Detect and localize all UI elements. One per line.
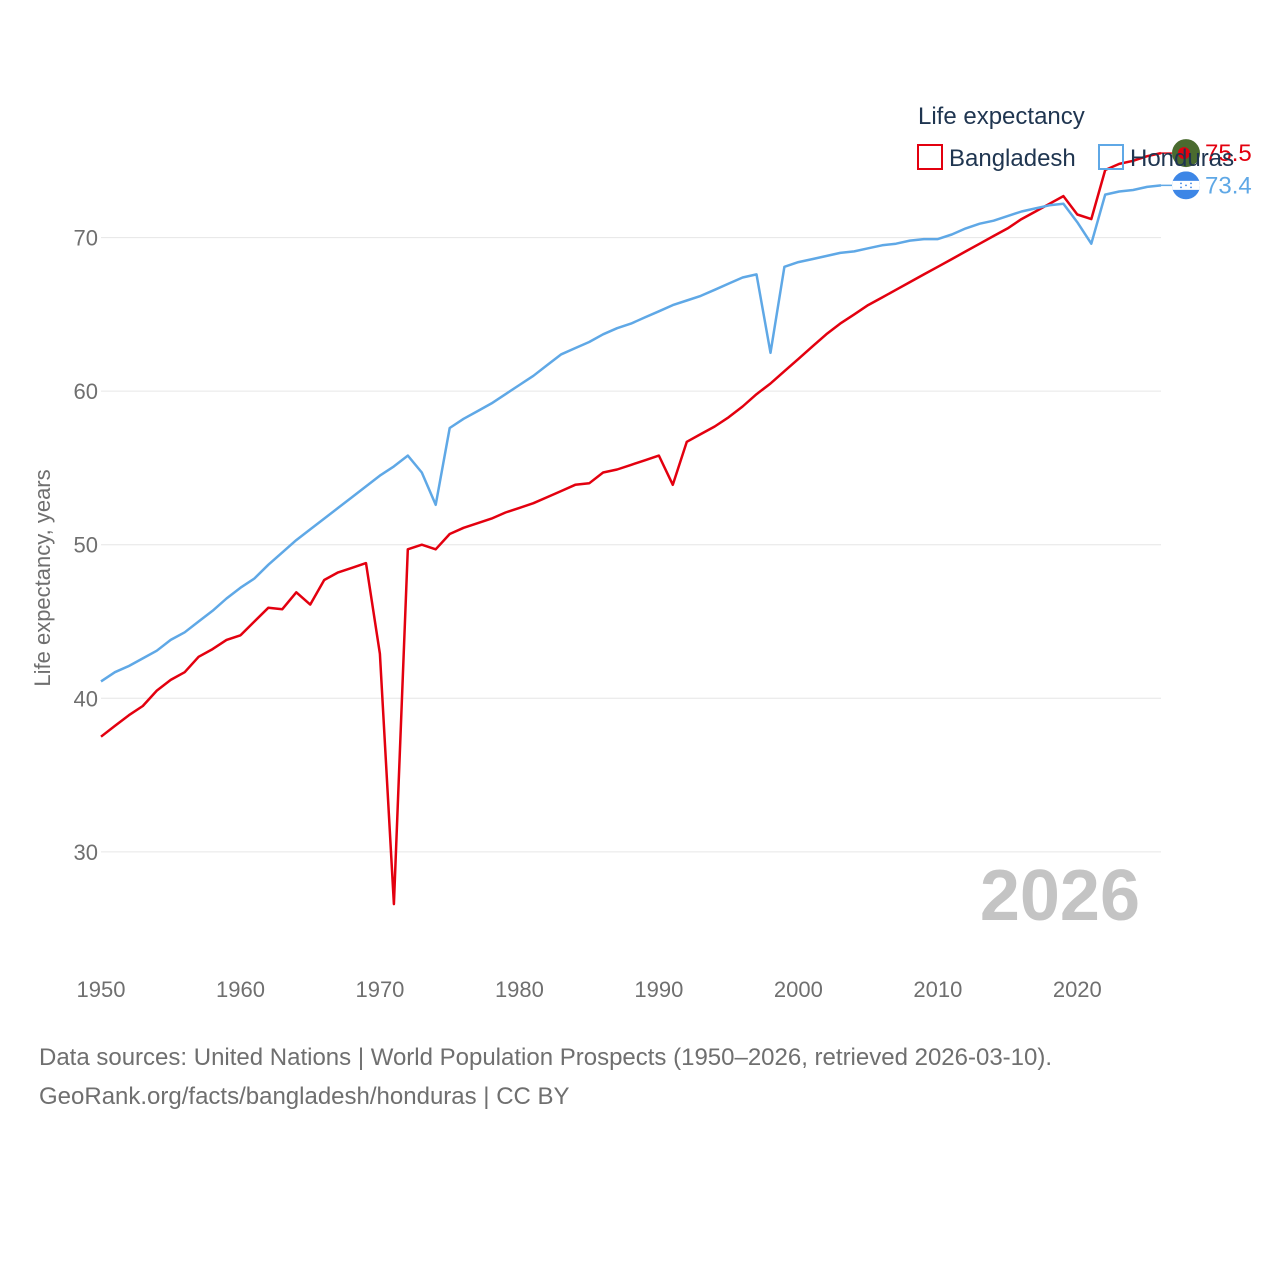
credit-link[interactable]: GeoRank.org/facts/bangladesh/honduras | … xyxy=(39,1083,570,1110)
legend-label-bangladesh: Bangladesh xyxy=(949,145,1076,172)
x-tick-label-1960: 1960 xyxy=(216,977,265,1002)
y-tick-label-30: 30 xyxy=(74,840,98,865)
y-axis-title: Life expectancy, years xyxy=(30,469,55,686)
flag-star-1 xyxy=(1190,182,1192,185)
flag-star-4 xyxy=(1190,186,1192,189)
legend-item-bangladesh[interactable]: Bangladesh xyxy=(917,144,1076,172)
flag-star-3 xyxy=(1180,186,1182,189)
series-line-honduras xyxy=(100,184,1162,683)
y-tick-label-60: 60 xyxy=(74,379,98,404)
honduras-flag-icon xyxy=(1161,171,1200,200)
y-tick-label-50: 50 xyxy=(74,533,98,558)
x-tick-label-2020: 2020 xyxy=(1053,977,1102,1002)
data-sources-text: Data sources: United Nations | World Pop… xyxy=(39,1044,1053,1071)
x-tick-label-2010: 2010 xyxy=(913,977,962,1002)
legend-swatch-bangladesh xyxy=(917,144,943,170)
series-line-bangladesh xyxy=(100,151,1162,906)
current-year-watermark: 2026 xyxy=(980,856,1140,936)
x-axis-ticks: 1950 1960 1970 1980 1990 2000 2010 2020 xyxy=(77,977,1102,1002)
x-tick-label-1980: 1980 xyxy=(495,977,544,1002)
legend-title: Life expectancy xyxy=(918,103,1085,130)
life-expectancy-chart: 30 40 50 60 70 1950 1960 1970 1980 1990 2000 2010 2… xyxy=(30,103,1252,1002)
y-tick-label-70: 70 xyxy=(74,226,98,251)
legend-label-honduras: Honduras xyxy=(1130,145,1234,172)
grid-lines xyxy=(101,237,1161,853)
x-tick-label-2000: 2000 xyxy=(774,977,823,1002)
bangladesh-flag-icon xyxy=(1161,139,1200,168)
y-axis-ticks: 30 40 50 60 70 xyxy=(74,226,98,865)
flag-star-2 xyxy=(1185,184,1187,187)
x-tick-label-1950: 1950 xyxy=(77,977,126,1002)
x-tick-label-1990: 1990 xyxy=(634,977,683,1002)
y-tick-label-40: 40 xyxy=(74,686,98,711)
flag-star-0 xyxy=(1180,182,1182,185)
legend-swatch-honduras xyxy=(1098,144,1124,170)
x-tick-label-1970: 1970 xyxy=(355,977,404,1002)
end-value-label-bangladesh: 75.5 xyxy=(1205,140,1252,167)
legend: Life expectancy Bangladesh Honduras xyxy=(917,103,1234,172)
flag-disc xyxy=(1178,147,1190,160)
end-value-label-honduras: 73.4 xyxy=(1205,172,1252,199)
series-lines xyxy=(100,151,1162,906)
series-endpoints: 75.5 73.4 xyxy=(1161,139,1252,200)
legend-item-honduras[interactable]: Honduras xyxy=(1098,144,1234,172)
